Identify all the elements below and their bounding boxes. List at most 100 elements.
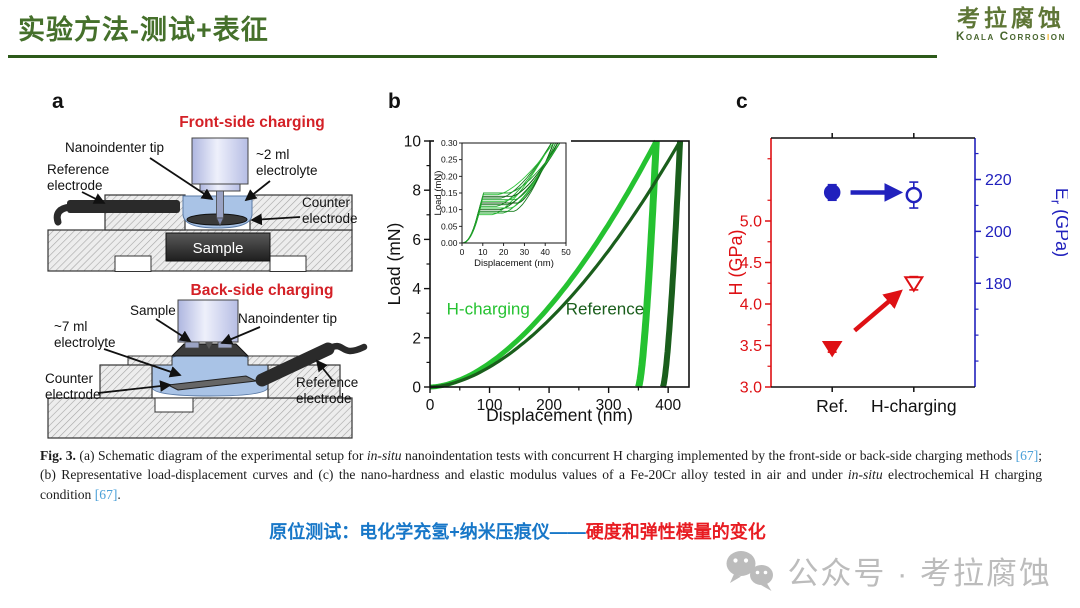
back-side-schematic: Back-side charging: [45, 282, 368, 439]
svg-text:6: 6: [412, 232, 421, 249]
back-reference-arrow: [315, 359, 334, 382]
svg-text:3.5: 3.5: [740, 338, 762, 355]
watermark: 公众号 · 考拉腐蚀: [725, 548, 1052, 593]
svg-text:0: 0: [460, 247, 465, 257]
back-indenter-body: [177, 299, 239, 343]
key-takeaway-segment: 硬度和弹性模量的变化: [585, 522, 766, 542]
front-reference-label-1: Reference: [47, 162, 109, 177]
panel-a-tag: a: [52, 90, 64, 113]
front-electrolyte-arrow: [244, 180, 271, 202]
nanoindentation-setup-schematic: a Front-side charging Sample: [45, 90, 368, 439]
figure-panel-b: b H-charging Reference 0 100 200 300 400 0 2 4 6 8 10…: [384, 88, 715, 440]
brand-logo-accent-letter: i: [1046, 31, 1051, 44]
front-counter-label-2: electrode: [302, 211, 358, 226]
svg-text:4.0: 4.0: [740, 297, 762, 314]
svg-text:5.0: 5.0: [740, 214, 762, 231]
svg-text:180: 180: [985, 276, 1012, 293]
back-reference-rod: [255, 342, 335, 387]
panel-b-tag: b: [388, 90, 401, 113]
back-sample-arrow: [155, 318, 192, 342]
front-sample-label: Sample: [193, 240, 244, 257]
series-label-1: Reference: [566, 299, 644, 318]
back-indenter-foot-left: [184, 341, 200, 349]
front-base-notch-right: [269, 255, 307, 272]
y-axis-label: Load (mN): [385, 223, 404, 306]
svg-text:8: 8: [412, 183, 421, 200]
header-divider: [8, 55, 937, 58]
inset-curve: [461, 142, 561, 244]
left-axis-label: H (GPa): [728, 229, 746, 295]
svg-text:0.25: 0.25: [441, 155, 458, 165]
front-nanoindenter-label: Nanoindenter tip: [65, 140, 164, 155]
caption-text: in-situ: [847, 467, 883, 483]
front-reference-label-2: electrode: [47, 178, 103, 193]
key-takeaway-segment: 原位测试：电化学充氢+纳米压痕仪——: [269, 522, 586, 542]
svg-text:40: 40: [540, 247, 550, 257]
right-axis-label: Er (GPa): [1049, 188, 1069, 257]
data-point: [903, 276, 925, 293]
svg-text:100: 100: [477, 397, 503, 414]
svg-text:0.00: 0.00: [441, 238, 458, 248]
svg-text:30: 30: [520, 247, 530, 257]
svg-text:300: 300: [596, 397, 622, 414]
front-indenter-tip: [215, 217, 225, 227]
caption-text: (a) Schematic diagram of the experimenta…: [75, 448, 367, 463]
back-electrolyte-arrow: [103, 348, 182, 378]
svg-text:0.05: 0.05: [441, 221, 458, 231]
svg-text:0.20: 0.20: [441, 171, 458, 181]
front-nanoindenter-arrow: [149, 157, 214, 200]
back-counter-label-1: Counter: [45, 371, 94, 386]
back-base-block: [47, 397, 353, 439]
back-nanoindenter-label: Nanoindenter tip: [238, 311, 337, 326]
back-electrolyte-label-1: ~7 ml: [54, 319, 87, 334]
back-nanoindenter-arrow: [220, 326, 261, 345]
back-indenter-tip: [205, 342, 213, 349]
front-indenter-collar: [199, 183, 241, 192]
front-indenter-shaft: [216, 190, 224, 219]
caption-text: electrochemical H charging condition: [40, 467, 1042, 502]
caption-reference-link[interactable]: [67]: [1015, 448, 1039, 463]
brand-logo-english: Koala Corrosion: [955, 31, 1066, 44]
svg-text:220: 220: [985, 172, 1012, 189]
svg-text:50: 50: [561, 247, 571, 257]
svg-text:3.0: 3.0: [740, 380, 762, 397]
caption-text: nanoindentation tests with concurrent H …: [401, 448, 1016, 463]
caption-text: Fig. 3.: [40, 448, 76, 463]
trend-arrow-1: [853, 289, 903, 333]
category-label-1: H-charging: [871, 396, 957, 416]
figure-panel-c: c 3.0 3.5 4.0 4.5 5.0 180 200 220 Ref. H-charging H…: [726, 88, 1072, 440]
inset-x-axis-label: Displacement (nm): [474, 258, 554, 269]
back-electrolyte-label-2: electrolyte: [54, 335, 116, 350]
figure-caption: Fig. 3. (a) Schematic diagram of the exp…: [40, 446, 1042, 504]
svg-text:200: 200: [985, 224, 1012, 241]
caption-reference-link[interactable]: [67]: [94, 486, 118, 502]
back-cell-wall-left: [99, 364, 153, 399]
svg-text:2: 2: [412, 330, 421, 347]
front-side-title: Front-side charging: [179, 114, 325, 131]
front-reference-wire: [67, 200, 180, 213]
front-side-schematic: Front-side charging Sample: [47, 114, 358, 272]
back-reference-label-2: electrode: [296, 391, 352, 406]
back-counter-arrow: [97, 380, 172, 394]
x-axis-label: Displacement (nm): [486, 405, 633, 425]
brand-logo-chinese: 考拉腐蚀: [956, 5, 1065, 31]
watermark-text: 公众号 · 考拉腐蚀: [787, 556, 1052, 591]
caption-text: in-situ: [366, 448, 402, 463]
front-base-notch-left: [114, 255, 152, 272]
front-indenter-body: [191, 137, 249, 185]
svg-text:0.30: 0.30: [441, 138, 458, 148]
category-label-0: Ref.: [816, 396, 848, 416]
back-side-title: Back-side charging: [191, 282, 334, 299]
wechat-icon: [726, 550, 774, 591]
svg-text:20: 20: [499, 247, 509, 257]
svg-text:0: 0: [426, 397, 435, 414]
data-point: [823, 184, 841, 201]
front-electrolyte-label-2: electrolyte: [256, 163, 318, 178]
back-reference-wire-tail: [324, 342, 368, 355]
back-lid-left: [127, 355, 173, 366]
svg-text:10: 10: [404, 134, 422, 151]
figure-panel-a: a Front-side charging Sample: [40, 88, 375, 440]
unloading-curve-1: [660, 140, 684, 389]
